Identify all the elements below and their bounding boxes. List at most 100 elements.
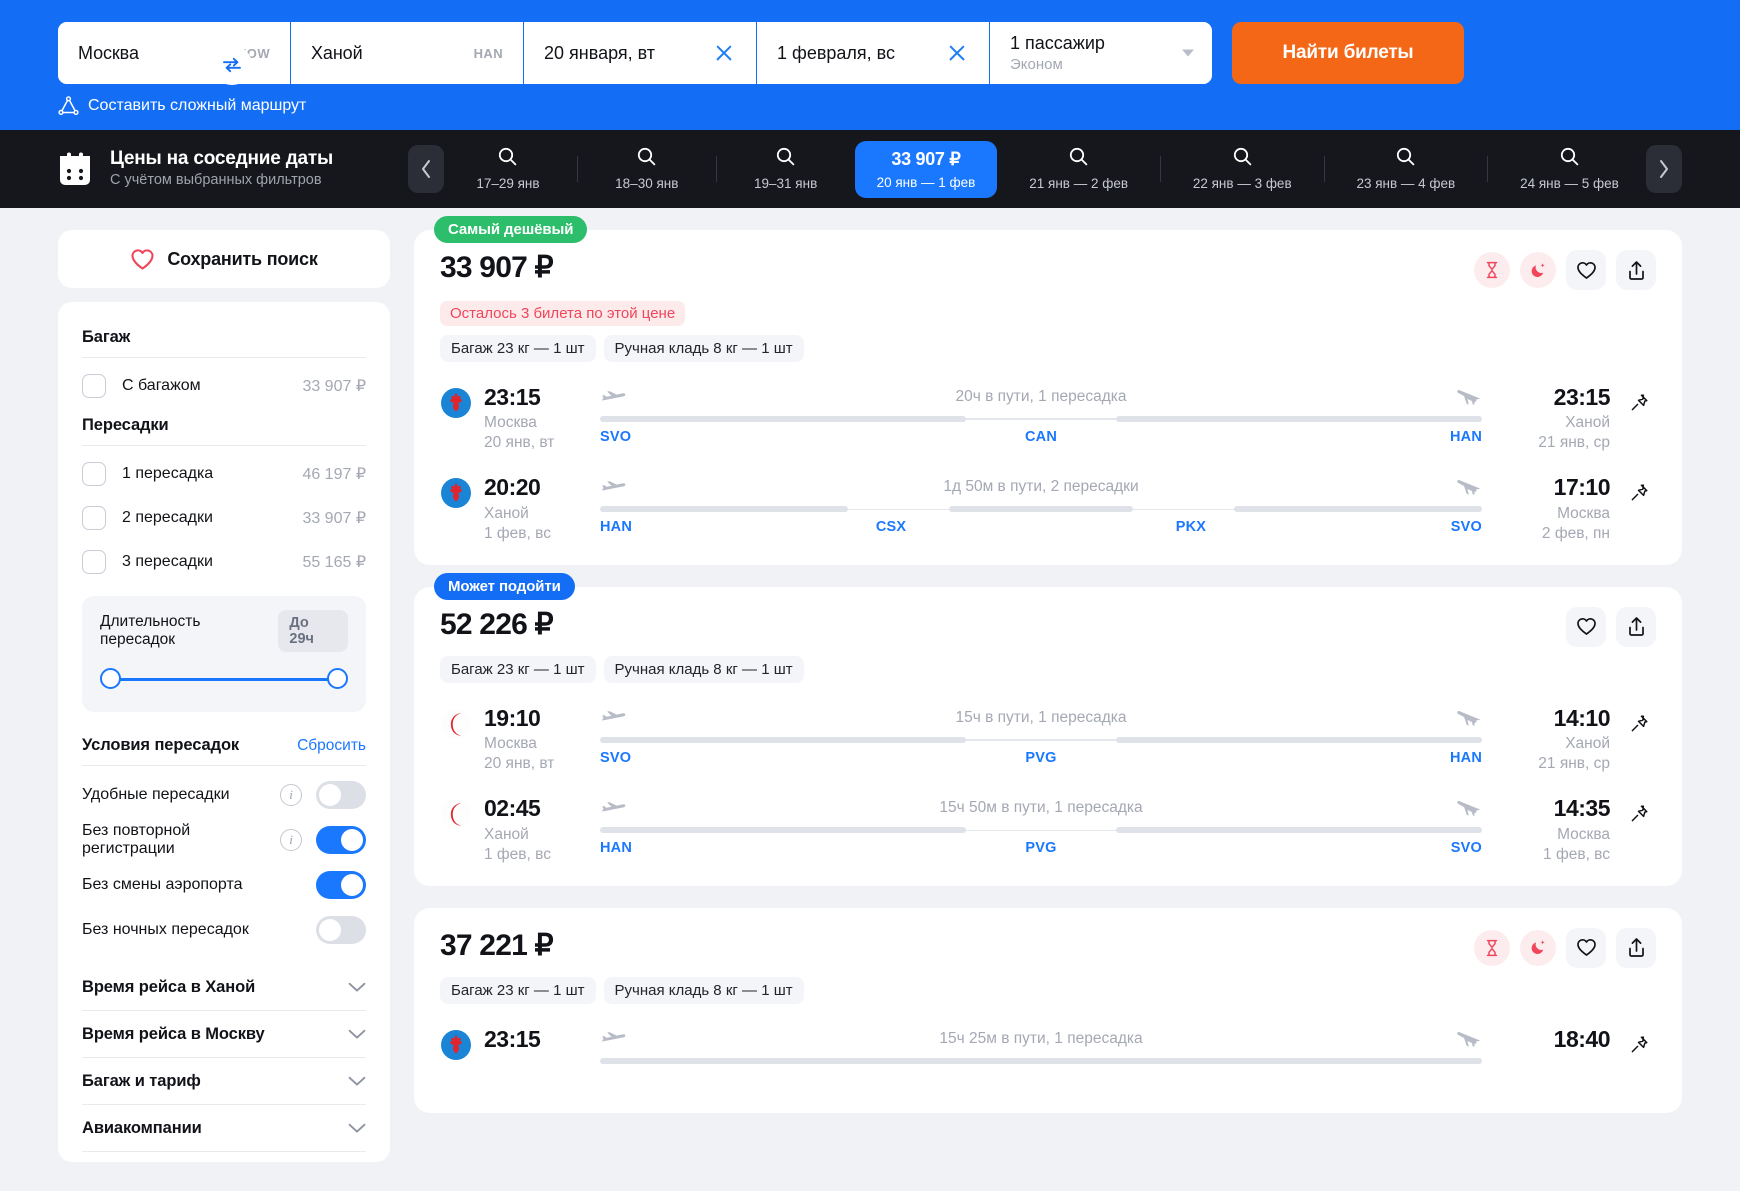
- info-icon[interactable]: i: [280, 828, 302, 851]
- chevron-down-icon: [348, 1123, 366, 1133]
- next-arrow-icon[interactable]: [1646, 145, 1682, 193]
- ticket-tags: Багаж 23 кг — 1 шт Ручная кладь 8 кг — 1 …: [440, 655, 1656, 683]
- favorite-button[interactable]: [1566, 250, 1606, 290]
- clear-depart-date-icon[interactable]: [712, 41, 736, 65]
- toggle-switch[interactable]: [316, 780, 366, 809]
- checkbox-icon[interactable]: [82, 462, 106, 486]
- pin-icon[interactable]: [1622, 386, 1656, 420]
- calendar-search-icon-wrap: [1233, 147, 1252, 171]
- toggle-switch[interactable]: [316, 825, 366, 854]
- filter-accordion[interactable]: Время рейса в Ханой: [82, 964, 366, 1010]
- calendar-date-option[interactable]: 19–31 янв: [727, 139, 845, 199]
- airport-code[interactable]: HAN: [600, 840, 633, 857]
- filter-accordion[interactable]: Багаж и тариф: [82, 1058, 366, 1104]
- transfer-condition-row[interactable]: Без смены аэропорта: [82, 862, 366, 907]
- checkbox-icon[interactable]: [82, 374, 106, 398]
- transfer-condition-row[interactable]: Удобные пересадки i: [82, 772, 366, 817]
- airport-code[interactable]: PKX: [1175, 519, 1207, 536]
- airport-code[interactable]: HAN: [1449, 429, 1482, 445]
- checkbox-icon[interactable]: [82, 550, 106, 574]
- filter-accordion[interactable]: Время рейса в Москву: [82, 1011, 366, 1057]
- ticket-badge: Самый дешёвый: [434, 216, 588, 243]
- toggle-switch[interactable]: [316, 915, 366, 944]
- passengers-field[interactable]: 1 пассажир Эконом: [990, 22, 1212, 84]
- airport-code[interactable]: HAN: [1449, 749, 1482, 766]
- airport-code[interactable]: CSX: [875, 519, 907, 536]
- calendar-icon: [60, 152, 90, 185]
- ticket-price: 52 226 ₽: [440, 607, 554, 641]
- clear-return-date-icon[interactable]: [945, 41, 969, 65]
- save-search-button[interactable]: Сохранить поиск: [58, 230, 390, 288]
- transfer-duration-slider[interactable]: [100, 668, 348, 690]
- pin-icon[interactable]: [1622, 797, 1656, 831]
- baggage-filter-option[interactable]: С багажом 33 907 ₽: [82, 364, 366, 408]
- calendar-date-option[interactable]: 33 907 ₽ 20 янв — 1 фев: [854, 140, 998, 198]
- calendar-date-option[interactable]: 23 янв — 4 фев: [1334, 139, 1477, 199]
- leg-segment-bars: [600, 827, 1483, 834]
- flight-ticket-card[interactable]: Может подойти 52 226 ₽ Багаж 23 кг — 1 шт Р…: [414, 572, 1682, 886]
- baggage-options: С багажом 33 907 ₽: [82, 364, 366, 408]
- filters-panel: Багаж С багажом 33 907 ₽ Пересадки 1 пере…: [58, 302, 390, 1162]
- pin-icon[interactable]: [1622, 476, 1656, 510]
- transfer-condition-label: Без смены аэропорта: [82, 875, 243, 893]
- calendar-date-option[interactable]: 18–30 янв: [588, 139, 706, 199]
- airport-code[interactable]: SVO: [600, 429, 632, 445]
- slider-track-line: [109, 678, 339, 681]
- return-date-field[interactable]: 1 февраля, вс: [757, 22, 989, 84]
- swap-icon[interactable]: [215, 48, 249, 82]
- passengers-count: 1 пассажир: [1010, 33, 1105, 53]
- transfer-condition-row[interactable]: Без повторной регистрации i: [82, 817, 366, 862]
- price-calendar-items: 17–29 янв 18–30 янв 19–31 янв 33 907 ₽ 20 ян…: [444, 139, 1646, 199]
- calendar-date-option[interactable]: 24 янв — 5 фев: [1498, 139, 1641, 199]
- search-submit-button[interactable]: Найти билеты: [1232, 22, 1464, 84]
- flight-ticket-card[interactable]: 37 221 ₽ Багаж 23 кг — 1 шт Ручная кладь 8…: [414, 907, 1682, 1113]
- leg-airport-codes: SVO PVG HAN: [600, 750, 1482, 770]
- prev-arrow-icon[interactable]: [408, 145, 444, 193]
- toggle-switch[interactable]: [316, 870, 366, 899]
- airport-code[interactable]: HAN: [600, 519, 633, 536]
- airport-code[interactable]: SVO: [1450, 519, 1482, 536]
- complex-route-link[interactable]: Составить сложный маршрут: [58, 96, 306, 115]
- plane-departure-icon: [601, 390, 626, 401]
- stops-options: 1 пересадка 46 197 ₽ 2 пересадки 33 907 ₽ 3 …: [82, 452, 366, 584]
- share-button[interactable]: [1616, 250, 1656, 290]
- stops-filter-option[interactable]: 3 пересадки 55 165 ₽: [82, 540, 366, 584]
- transfer-condition-row[interactable]: Без ночных пересадок: [82, 907, 366, 952]
- share-button[interactable]: [1616, 606, 1656, 647]
- airport-code[interactable]: SVO: [600, 749, 632, 766]
- depart-date-field[interactable]: 20 января, вт: [524, 22, 756, 84]
- calendar-date-range: 24 янв — 5 фев: [1520, 176, 1619, 191]
- origin-field[interactable]: Москва MOW: [58, 22, 290, 84]
- destination-code: HAN: [473, 45, 503, 61]
- calendar-date-option[interactable]: 21 янв — 2 фев: [1007, 139, 1150, 199]
- pin-icon[interactable]: [1622, 1028, 1656, 1062]
- plane-arrival-icon: [1457, 480, 1481, 496]
- plane-departure-icon: [601, 1032, 626, 1043]
- airport-code[interactable]: SVO: [1450, 840, 1482, 857]
- pin-icon[interactable]: [1622, 707, 1656, 741]
- checkbox-icon[interactable]: [82, 506, 106, 530]
- departure-date: 20 янв, вт: [484, 434, 555, 452]
- stops-filter-option[interactable]: 2 пересадки 33 907 ₽: [82, 496, 366, 540]
- leg-arrival: 18:40: [1490, 1026, 1611, 1056]
- ticket-actions: [1566, 606, 1656, 647]
- share-button[interactable]: [1616, 927, 1656, 968]
- ticket-header: 37 221 ₽: [440, 927, 1656, 968]
- info-icon[interactable]: i: [280, 783, 302, 806]
- airport-code[interactable]: PVG: [1025, 749, 1057, 766]
- transfer-conditions-reset[interactable]: Сбросить: [297, 736, 366, 754]
- airport-code[interactable]: CAN: [1024, 429, 1058, 445]
- flight-ticket-card[interactable]: Самый дешёвый 33 907 ₽ Осталось 3 билета п…: [414, 216, 1682, 565]
- filter-accordion[interactable]: Авиакомпании: [82, 1105, 366, 1151]
- calendar-date-option[interactable]: 22 янв — 3 фев: [1171, 139, 1314, 199]
- slider-handle-max[interactable]: [327, 668, 348, 689]
- stops-filter-option[interactable]: 1 пересадка 46 197 ₽: [82, 452, 366, 496]
- destination-field[interactable]: Ханой HAN: [291, 22, 523, 84]
- favorite-button[interactable]: [1566, 927, 1606, 968]
- aeroflot-logo: [441, 1029, 471, 1060]
- favorite-button[interactable]: [1566, 606, 1606, 647]
- calendar-date-option[interactable]: 17–29 янв: [449, 139, 567, 199]
- slider-handle-min[interactable]: [100, 668, 121, 689]
- airport-code[interactable]: PVG: [1025, 840, 1057, 857]
- divider: [82, 765, 366, 766]
